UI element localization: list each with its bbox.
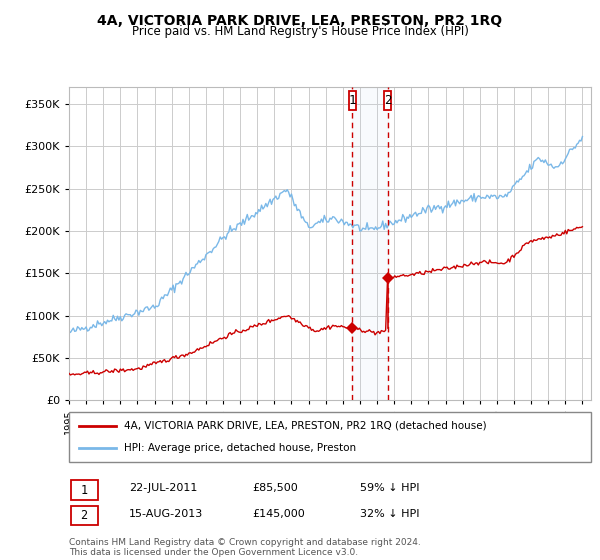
FancyBboxPatch shape xyxy=(349,91,356,110)
Bar xyxy=(352,87,388,400)
Text: HPI: Average price, detached house, Preston: HPI: Average price, detached house, Pres… xyxy=(124,443,356,453)
Text: 4A, VICTORIA PARK DRIVE, LEA, PRESTON, PR2 1RQ (detached house): 4A, VICTORIA PARK DRIVE, LEA, PRESTON, P… xyxy=(124,421,487,431)
Text: 32% ↓ HPI: 32% ↓ HPI xyxy=(360,509,419,519)
Text: 1: 1 xyxy=(349,94,356,107)
Text: 4A, VICTORIA PARK DRIVE, LEA, PRESTON, PR2 1RQ: 4A, VICTORIA PARK DRIVE, LEA, PRESTON, P… xyxy=(97,14,503,28)
FancyBboxPatch shape xyxy=(71,506,97,525)
FancyBboxPatch shape xyxy=(71,480,97,500)
Text: 1: 1 xyxy=(80,483,88,497)
Text: £145,000: £145,000 xyxy=(252,509,305,519)
Text: 2: 2 xyxy=(384,94,391,107)
Text: Contains HM Land Registry data © Crown copyright and database right 2024.
This d: Contains HM Land Registry data © Crown c… xyxy=(69,538,421,557)
Text: £85,500: £85,500 xyxy=(252,483,298,493)
Text: Price paid vs. HM Land Registry's House Price Index (HPI): Price paid vs. HM Land Registry's House … xyxy=(131,25,469,38)
Text: 22-JUL-2011: 22-JUL-2011 xyxy=(129,483,197,493)
Text: 2: 2 xyxy=(80,509,88,522)
Text: 15-AUG-2013: 15-AUG-2013 xyxy=(129,509,203,519)
FancyBboxPatch shape xyxy=(69,412,591,462)
FancyBboxPatch shape xyxy=(384,91,391,110)
Text: 59% ↓ HPI: 59% ↓ HPI xyxy=(360,483,419,493)
